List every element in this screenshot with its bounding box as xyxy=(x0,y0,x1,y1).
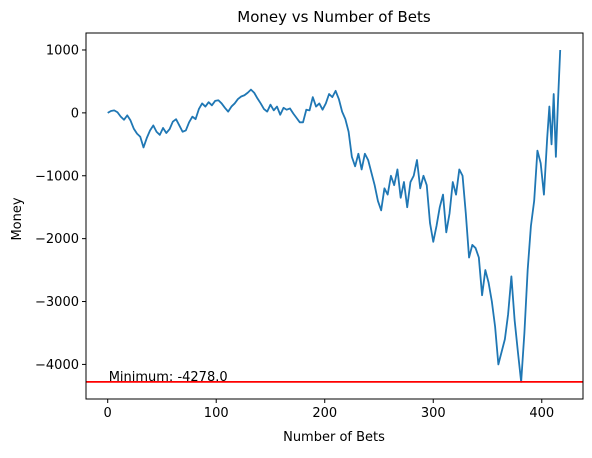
y-tick-label: 0 xyxy=(71,106,79,121)
x-tick-label: 0 xyxy=(104,406,112,421)
y-tick-label: −3000 xyxy=(35,295,79,310)
axes-frame xyxy=(85,32,584,400)
chart-title: Money vs Number of Bets xyxy=(237,8,431,26)
y-tick-label: 1000 xyxy=(46,43,79,58)
series-line-0 xyxy=(107,49,562,383)
y-tick-label: −1000 xyxy=(35,169,79,184)
x-axis-label: Number of Bets xyxy=(283,430,385,445)
minimum-annotation: Minimum: -4278.0 xyxy=(109,370,228,385)
x-tick-label: 100 xyxy=(204,406,229,421)
plot-area: Minimum: -4278.0 0 100 200 300 400 −4000 −3000 −… xyxy=(35,32,584,421)
y-tick-label: −4000 xyxy=(35,358,79,373)
x-tick-label: 200 xyxy=(312,406,337,421)
y-axis-label: Money xyxy=(10,197,25,240)
x-tick-label: 300 xyxy=(421,406,446,421)
x-tick-label: 400 xyxy=(529,406,554,421)
y-tick-label: −2000 xyxy=(35,232,79,247)
